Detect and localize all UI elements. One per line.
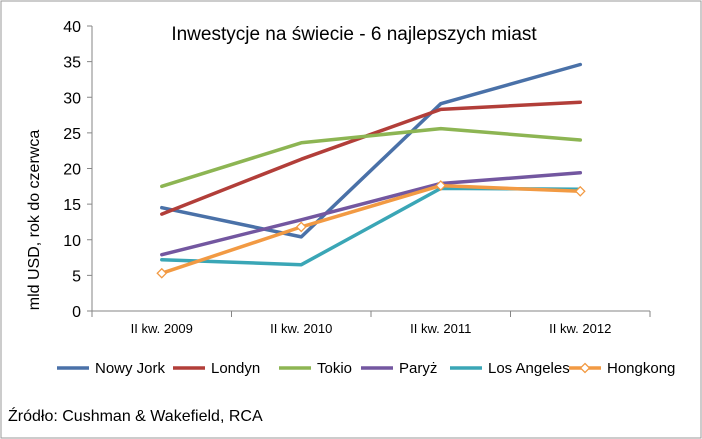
chart-title: Inwestycje na świecie - 6 najlepszych mi…: [171, 24, 537, 45]
legend-label: Nowy Jork: [95, 360, 166, 377]
series-line-5: [160, 183, 583, 275]
legend-marker: [579, 362, 591, 374]
y-tick-label: 15: [63, 197, 81, 214]
x-tick-label: II kw. 2010: [270, 321, 332, 336]
data-point-marker: [156, 267, 168, 279]
y-tick-label: 25: [63, 126, 81, 143]
legend-label: Hongkong: [607, 360, 675, 377]
y-tick-label: 30: [63, 90, 81, 107]
x-tick-label: II kw. 2012: [549, 321, 611, 336]
plot-lines: [156, 62, 586, 279]
x-tick-label: II kw. 2009: [131, 321, 193, 336]
y-tick-label: 0: [72, 304, 81, 321]
data-point-marker: [574, 185, 586, 197]
y-axis-label: mld USD, rok do czerwca: [26, 130, 43, 311]
series-line-0: [160, 62, 583, 239]
source-note: Źródło: Cushman & Wakefield, RCA: [8, 408, 263, 425]
y-tick-label: 5: [72, 268, 81, 285]
y-tick-label: 40: [63, 19, 81, 36]
series-line-3: [160, 171, 583, 257]
legend-label: Los Angeles: [488, 360, 570, 377]
legend: Nowy Jork Londyn Tokio Paryż Los Angeles Hong…: [57, 360, 675, 377]
x-tick-label: II kw. 2011: [410, 321, 471, 336]
data-point-marker: [295, 221, 307, 233]
legend-label: Tokio: [317, 360, 352, 377]
y-tick-label: 20: [63, 162, 81, 179]
y-axis: 0 5 10 15 20 25 30 35 40: [63, 19, 93, 321]
legend-label: Paryż: [399, 360, 437, 377]
x-axis: II kw. 2009 II kw. 2010 II kw. 2011 II kw. …: [91, 310, 651, 336]
y-tick-label: 35: [63, 55, 81, 72]
series-line-2: [160, 126, 583, 189]
data-point-marker: [435, 180, 447, 192]
y-tick-label: 10: [63, 233, 81, 250]
legend-label: Londyn: [211, 360, 260, 377]
